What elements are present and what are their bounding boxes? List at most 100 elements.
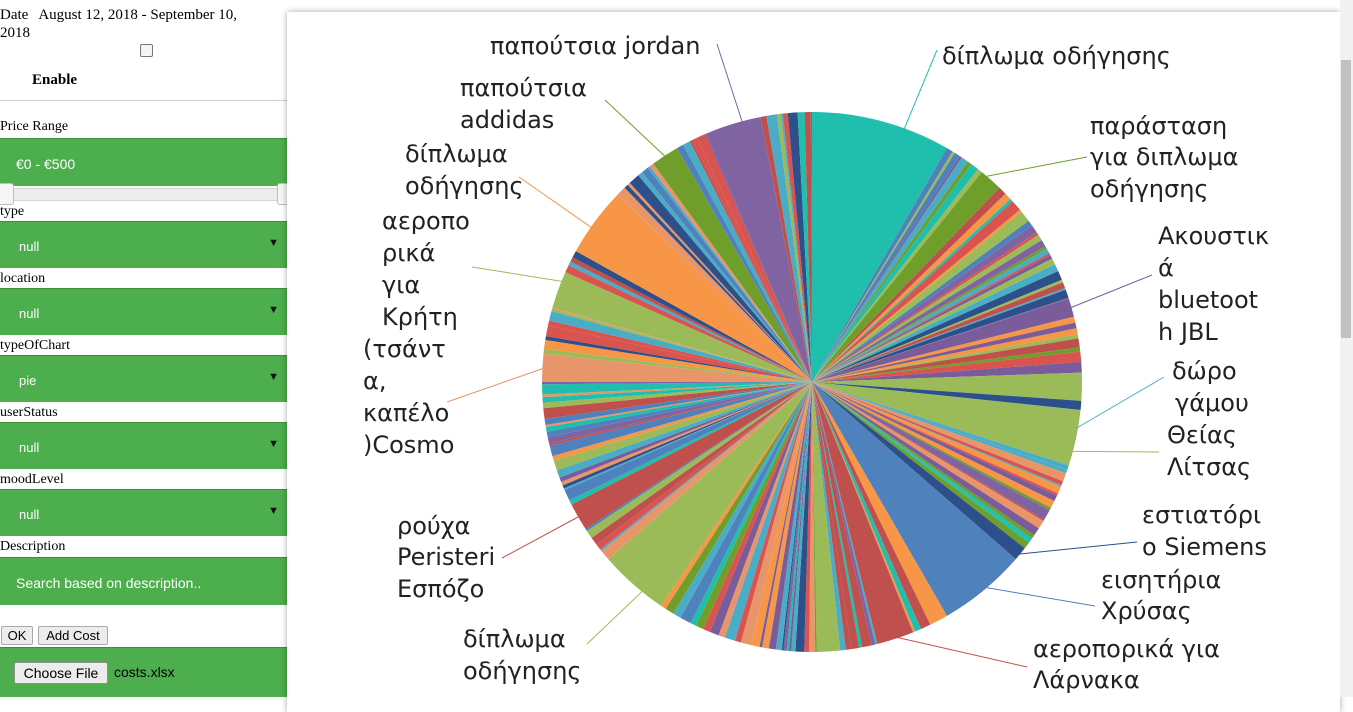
pie-slice[interactable] — [812, 220, 1032, 382]
pie-slice[interactable] — [553, 382, 812, 471]
pie-slice[interactable] — [781, 382, 812, 651]
pie-slice[interactable] — [617, 187, 812, 382]
pie-slice[interactable] — [812, 351, 1082, 382]
pie-slice[interactable] — [545, 325, 812, 382]
pie-slice[interactable] — [552, 307, 812, 382]
pie-slice[interactable] — [812, 253, 1051, 382]
pie-slice[interactable] — [804, 382, 812, 652]
pie-slice[interactable] — [718, 382, 812, 638]
pie-slice[interactable] — [703, 382, 812, 632]
pie-slice[interactable] — [812, 156, 962, 382]
location-select[interactable]: null ▼ — [0, 288, 287, 335]
pie-slice[interactable] — [812, 271, 1062, 382]
pie-slice[interactable] — [812, 382, 1069, 470]
pie-slice[interactable] — [556, 382, 812, 478]
pie-slice[interactable] — [812, 334, 1079, 382]
pie-slice[interactable] — [783, 382, 812, 651]
pie-slice[interactable] — [629, 175, 812, 382]
pie-slice[interactable] — [680, 382, 812, 624]
pie-slice[interactable] — [812, 297, 1069, 382]
pie-slice[interactable] — [544, 339, 812, 382]
pie-slice[interactable] — [812, 382, 1064, 486]
pie-slice[interactable] — [647, 166, 812, 382]
pie-slice[interactable] — [627, 182, 812, 382]
pie-slice[interactable] — [542, 382, 812, 395]
pie-slice[interactable] — [812, 382, 863, 648]
pie-slice[interactable] — [812, 338, 1080, 382]
pie-slice[interactable] — [569, 382, 812, 505]
pie-slice[interactable] — [782, 113, 812, 382]
pie-slice[interactable] — [552, 272, 812, 382]
pie-slice[interactable] — [812, 187, 1006, 382]
pie-slice[interactable] — [542, 382, 812, 403]
pie-slice[interactable] — [740, 382, 812, 646]
pie-slice[interactable] — [600, 382, 812, 552]
pie-slice[interactable] — [551, 308, 812, 382]
pie-slice[interactable] — [570, 257, 812, 382]
pie-slice[interactable] — [812, 248, 1050, 382]
pie-slice[interactable] — [812, 234, 1042, 382]
pie-slice[interactable] — [568, 261, 812, 382]
pie-slice[interactable] — [812, 258, 1055, 382]
pie-slice[interactable] — [812, 201, 1020, 382]
pie-slice[interactable] — [812, 289, 1069, 382]
pie-slice[interactable] — [812, 382, 852, 650]
pie-slice[interactable] — [812, 148, 953, 382]
pie-slice[interactable] — [542, 353, 812, 382]
pie-slice[interactable] — [812, 382, 1029, 549]
pie-slice[interactable] — [586, 382, 812, 538]
pie-slice[interactable] — [812, 322, 1077, 382]
pie-slice[interactable] — [546, 382, 812, 438]
pie-slice[interactable] — [689, 140, 812, 382]
pie-slice[interactable] — [791, 382, 812, 652]
pie-slice[interactable] — [812, 382, 872, 648]
pie-slice[interactable] — [812, 382, 1044, 529]
description-search-input[interactable]: Search based on description.. — [0, 557, 287, 605]
pie-slice[interactable] — [552, 382, 812, 461]
pie-slice[interactable] — [677, 144, 812, 382]
pie-slice[interactable] — [812, 193, 1011, 382]
pie-slice[interactable] — [690, 382, 812, 626]
pie-slice[interactable] — [812, 382, 1081, 466]
pie-slice[interactable] — [812, 382, 1055, 508]
pie-slice[interactable] — [812, 347, 1081, 382]
pie-slice[interactable] — [545, 382, 812, 432]
ok-button[interactable]: OK — [1, 626, 33, 645]
pie-slice[interactable] — [788, 382, 812, 652]
pie-slice[interactable] — [812, 232, 1039, 382]
pie-slice[interactable] — [563, 382, 812, 491]
pie-slice[interactable] — [812, 382, 1058, 496]
pie-slice[interactable] — [562, 382, 812, 489]
pie-slice[interactable] — [683, 141, 812, 382]
pie-slice[interactable] — [661, 382, 812, 609]
pie-slice[interactable] — [812, 382, 1050, 520]
pie-slice[interactable] — [734, 382, 812, 643]
pie-slice[interactable] — [559, 382, 812, 482]
chart-type-select[interactable]: pie ▼ — [0, 355, 287, 402]
pie-slice[interactable] — [812, 382, 1061, 494]
mood-level-select[interactable]: null ▼ — [0, 489, 287, 536]
pie-slice[interactable] — [638, 172, 812, 382]
pie-slice[interactable] — [691, 137, 812, 382]
pie-slice[interactable] — [542, 382, 812, 398]
pie-slice[interactable] — [696, 134, 812, 382]
pie-slice[interactable] — [547, 320, 812, 382]
pie-slice[interactable] — [766, 114, 812, 382]
pie-slice[interactable] — [812, 161, 972, 382]
pie-slice[interactable] — [544, 382, 812, 425]
pie-slice[interactable] — [812, 382, 846, 651]
pie-slice[interactable] — [571, 382, 812, 530]
pie-slice[interactable] — [575, 194, 812, 382]
pie-slice[interactable] — [797, 112, 812, 382]
pie-slice[interactable] — [812, 382, 1082, 410]
pie-slice[interactable] — [812, 382, 1033, 541]
pie-slice[interactable] — [812, 169, 982, 382]
pie-slice[interactable] — [812, 382, 1016, 616]
pie-slice[interactable] — [653, 148, 812, 382]
pie-slice[interactable] — [705, 133, 812, 382]
pie-slice[interactable] — [812, 382, 916, 633]
pie-slice[interactable] — [565, 265, 812, 382]
pie-slice[interactable] — [812, 382, 876, 646]
pie-slice[interactable] — [809, 382, 816, 652]
price-slider-min-handle[interactable] — [0, 183, 14, 205]
